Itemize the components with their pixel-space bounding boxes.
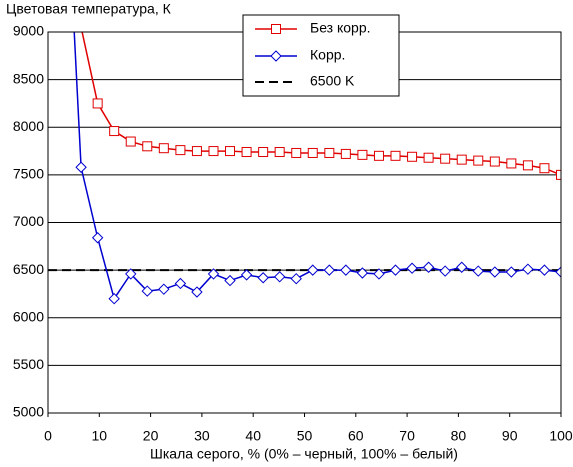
- marker: [108, 292, 120, 305]
- marker: [271, 24, 281, 34]
- marker: [125, 268, 137, 280]
- marker: [389, 264, 402, 276]
- marker: [423, 152, 434, 163]
- marker: [489, 266, 501, 278]
- marker: [357, 149, 368, 160]
- marker: [324, 147, 335, 158]
- x-tick-label: 20: [143, 428, 159, 444]
- y-tick-label: 8500: [13, 70, 44, 86]
- marker: [76, 32, 87, 33]
- marker: [489, 156, 500, 167]
- marker: [356, 267, 369, 279]
- marker: [340, 264, 352, 276]
- marker: [141, 285, 153, 297]
- marker: [340, 148, 351, 159]
- marker: [241, 147, 252, 158]
- x-tick-label: 10: [92, 428, 108, 444]
- x-tick-label: 60: [348, 428, 364, 444]
- x-tick-label: 90: [502, 428, 518, 444]
- marker: [506, 158, 517, 169]
- legend-label: 6500 K: [310, 73, 355, 89]
- x-axis-label: Шкала серого, % (0% – черный, 100% – бел…: [150, 446, 458, 462]
- marker: [456, 261, 468, 273]
- marker: [191, 286, 203, 298]
- marker: [208, 146, 219, 157]
- marker: [109, 126, 120, 137]
- marker: [422, 261, 435, 273]
- marker: [142, 141, 153, 152]
- x-tick-label: 70: [399, 428, 415, 444]
- marker: [456, 154, 467, 165]
- x-tick-label: 100: [549, 428, 573, 444]
- y-axis-label: Цветовая температура, К: [6, 1, 172, 17]
- y-tick-label: 5000: [13, 404, 44, 420]
- marker: [273, 271, 286, 283]
- x-tick-label: 80: [451, 428, 467, 444]
- marker: [555, 266, 561, 278]
- marker: [191, 146, 202, 157]
- marker: [207, 268, 220, 280]
- marker: [539, 163, 550, 174]
- marker: [240, 269, 253, 281]
- marker: [538, 264, 551, 276]
- marker: [175, 145, 186, 156]
- y-tick-label: 7000: [13, 213, 44, 229]
- marker: [407, 151, 418, 162]
- y-tick-label: 7500: [13, 166, 44, 182]
- marker: [307, 147, 318, 158]
- x-tick-label: 50: [297, 428, 313, 444]
- y-tick-label: 6000: [13, 308, 44, 324]
- x-tick-label: 40: [245, 428, 261, 444]
- marker: [91, 232, 104, 244]
- marker: [92, 98, 103, 109]
- y-tick-label: 8000: [13, 118, 44, 134]
- marker: [290, 272, 302, 285]
- marker: [522, 263, 534, 275]
- marker: [472, 265, 484, 277]
- marker: [307, 264, 319, 276]
- marker: [373, 150, 384, 161]
- legend-label: Корр.: [310, 47, 345, 63]
- marker: [258, 147, 269, 158]
- y-tick-label: 9000: [13, 23, 44, 39]
- marker: [390, 150, 401, 161]
- marker: [439, 265, 451, 277]
- marker: [224, 274, 236, 287]
- marker: [522, 160, 533, 171]
- marker: [257, 272, 269, 284]
- marker: [174, 277, 187, 290]
- marker: [75, 161, 87, 173]
- marker: [291, 147, 302, 158]
- marker: [505, 266, 518, 278]
- marker: [158, 283, 170, 295]
- marker: [274, 147, 285, 158]
- marker: [473, 155, 484, 166]
- marker: [440, 153, 451, 164]
- y-tick-label: 6500: [13, 261, 44, 277]
- marker: [270, 50, 282, 62]
- marker: [373, 268, 385, 280]
- marker: [406, 262, 418, 274]
- marker: [125, 136, 136, 147]
- marker: [158, 143, 169, 154]
- marker: [225, 146, 236, 157]
- x-tick-label: 0: [44, 428, 52, 444]
- marker: [323, 264, 336, 276]
- legend-label: Без корр.: [310, 20, 371, 36]
- y-tick-label: 5500: [13, 356, 44, 372]
- x-tick-label: 30: [194, 428, 210, 444]
- marker: [556, 169, 561, 180]
